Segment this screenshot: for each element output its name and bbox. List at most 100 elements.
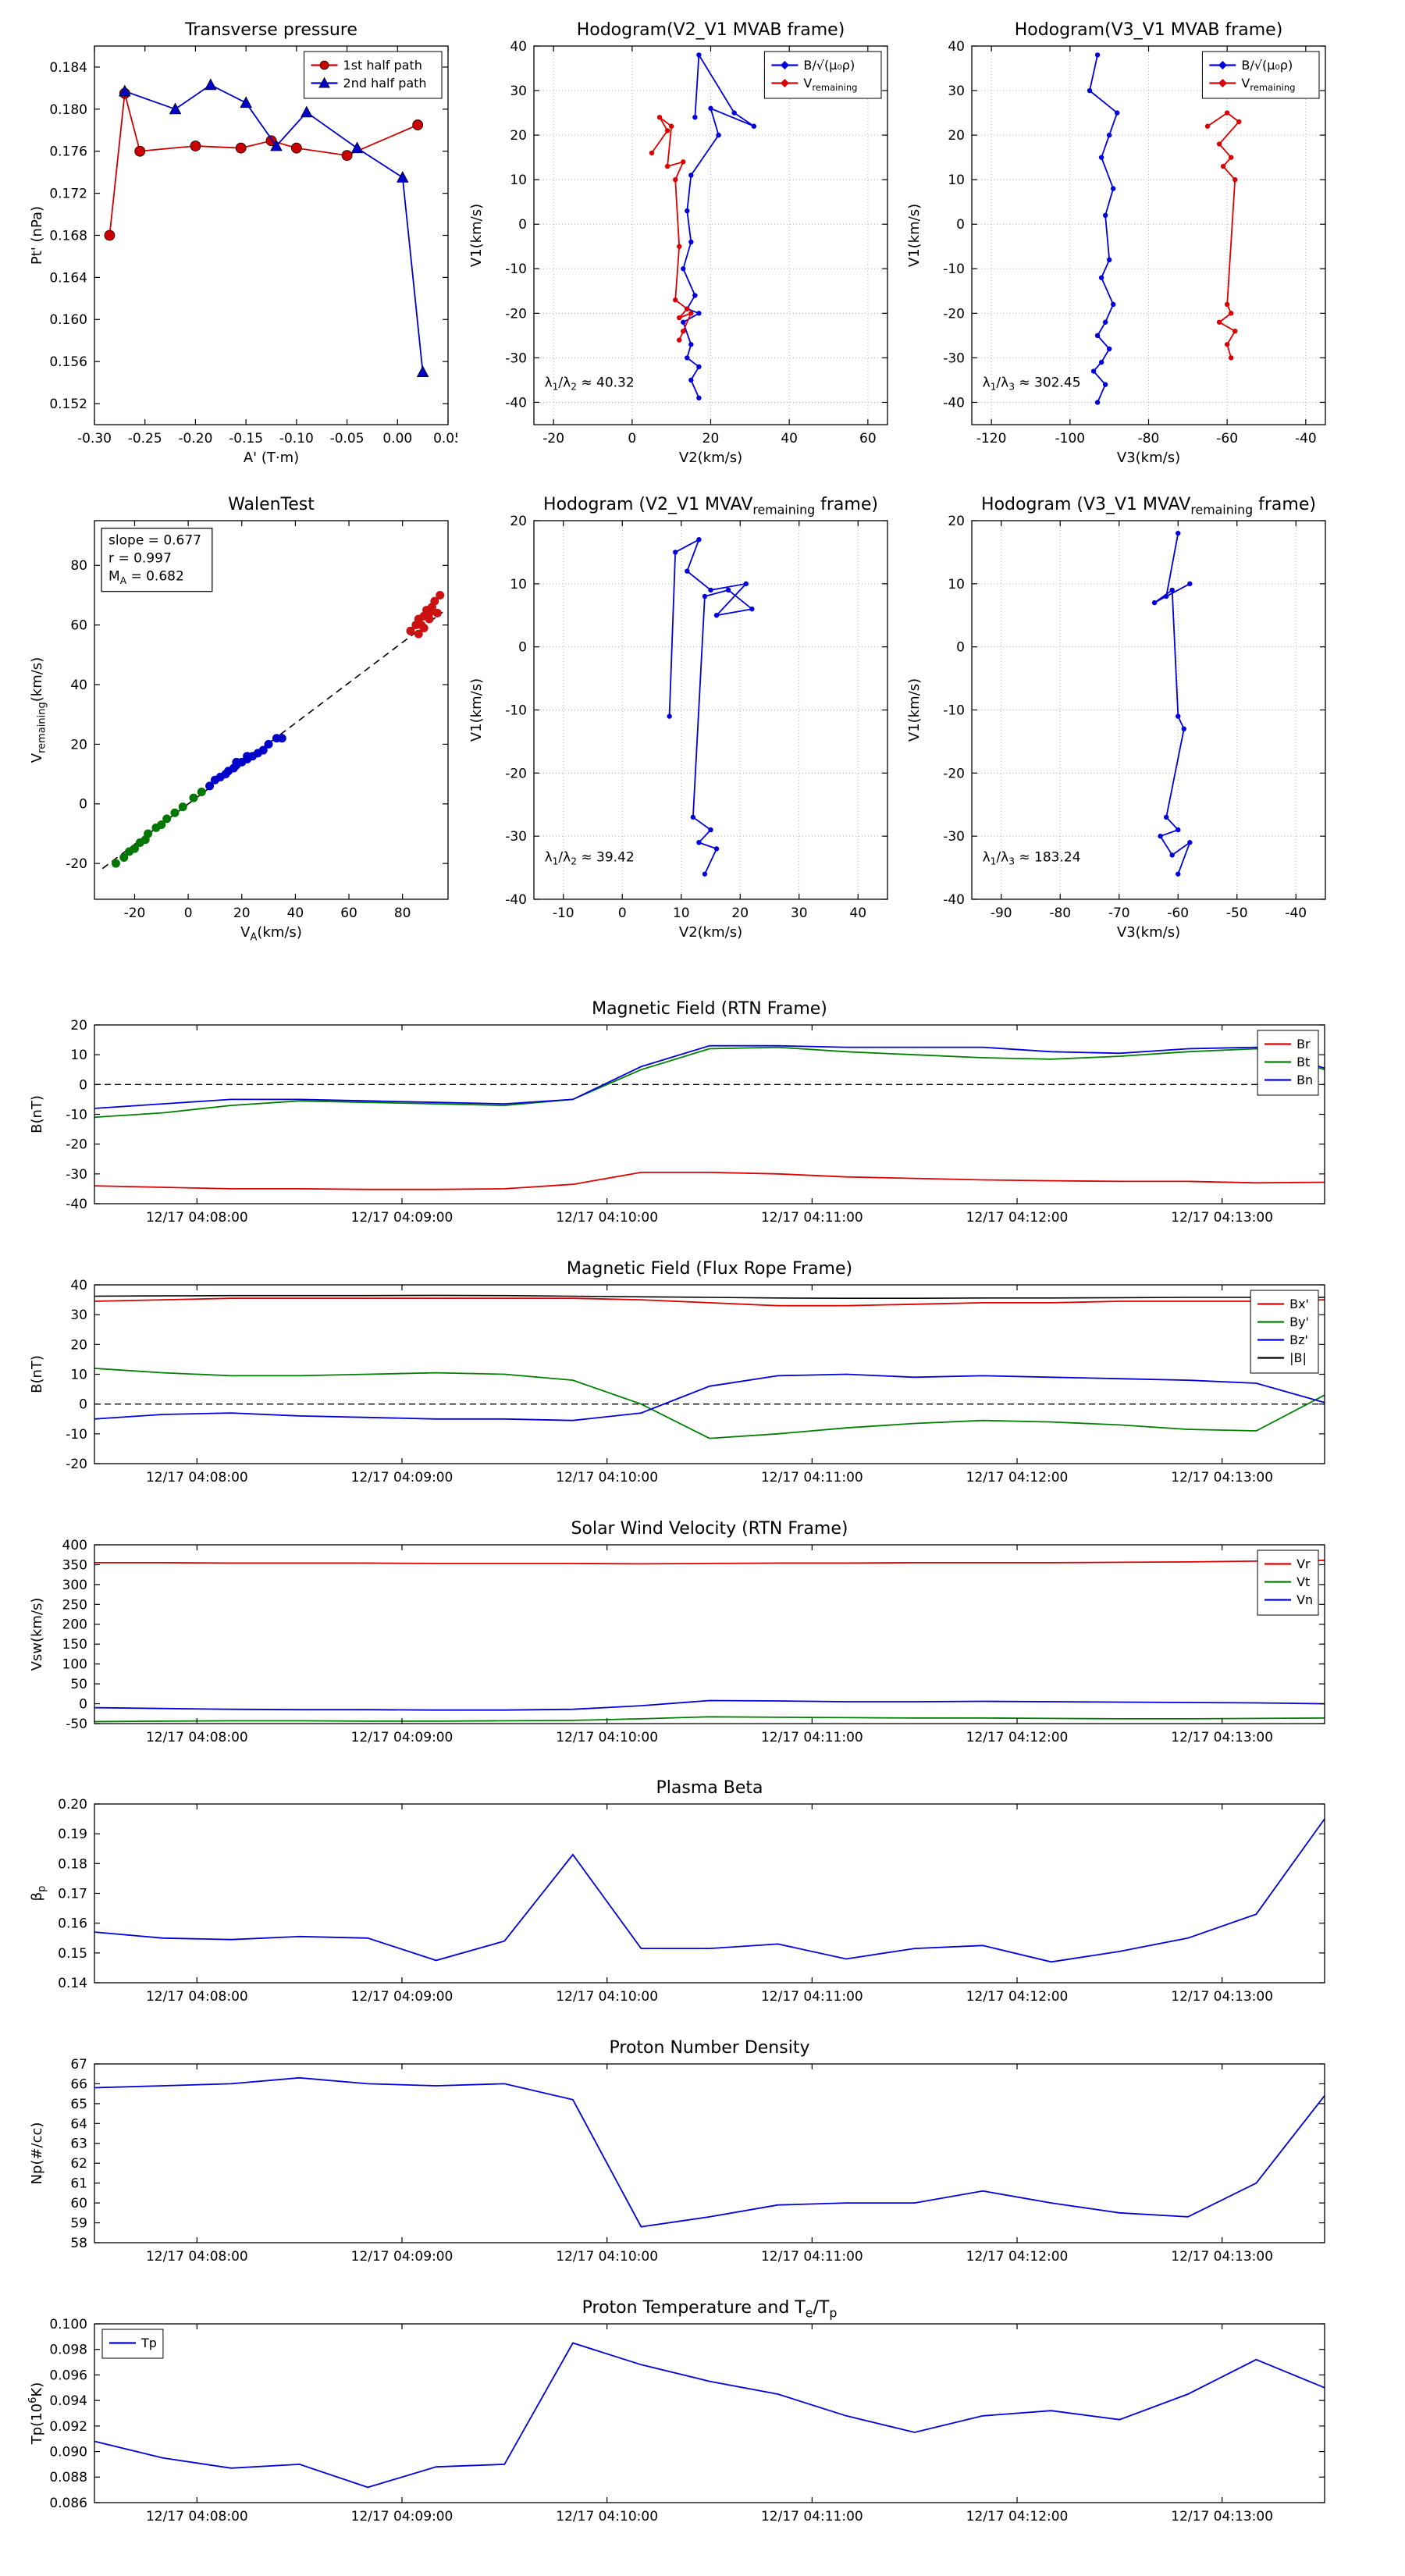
solar-wind-velocity-ylabel: Vsw(km/s) (29, 1598, 45, 1671)
hodogram-v3v1-mvab-title: Hodogram(V3_V1 MVAB frame) (1015, 20, 1283, 40)
proton-number-density-title: Proton Number Density (610, 2038, 810, 2058)
chart-solar-wind-velocity: 12/17 04:08:00 12/17 04:09:00 12/17 04:10:… (20, 1508, 1332, 1769)
hodogram-v3v1-mvab-legend-label: B/√(μ₀ρ) (1241, 58, 1293, 73)
solar-wind-velocity-ytick-label: 250 (62, 1597, 87, 1613)
plasma-beta-ylabel: βp (29, 1886, 48, 1902)
hodogram-v2v1-mvab-annotation: λ1/λ2 ≈ 40.32 (545, 375, 635, 393)
svg-text:λ1/λ3 ≈ 302.45: λ1/λ3 ≈ 302.45 (983, 375, 1081, 393)
hodogram-v2v1-mvab-ytick-label: 40 (510, 39, 527, 55)
transverse-pressure-ylabel: Pt' (nPa) (29, 206, 45, 265)
hodogram-v3v1-mvab-legend-label: Vremaining (1241, 76, 1295, 93)
solar-wind-velocity-ytick-label: 0 (79, 1697, 87, 1713)
solar-wind-velocity-legend-label: Vt (1297, 1574, 1310, 1589)
chart-hodogram-v2v1-mvab: -20 0 20 40 60 -40 -30 -20 -10 0 10 20 30 40 Hodogram(… (460, 9, 897, 470)
magnetic-field-rtn-ytick-label: -20 (66, 1137, 87, 1153)
walen-test-markers-3 (205, 734, 286, 791)
proton-number-density-xtick-label: 12/17 04:10:00 (556, 2249, 658, 2265)
proton-temperature-title: Proton Temperature and Te/Tp (582, 2298, 838, 2320)
transverse-pressure-ytick-label: 0.156 (49, 354, 87, 370)
proton-temperature-ytick-label: 0.100 (49, 2317, 87, 2332)
solar-wind-velocity-svg: 12/17 04:08:00 12/17 04:09:00 12/17 04:10:… (29, 1519, 1325, 1745)
proton-number-density-ytick-label: 62 (70, 2156, 87, 2172)
transverse-pressure-ytick-label: 0.160 (49, 312, 87, 328)
walen-test-xtick-label: -20 (124, 906, 146, 921)
plasma-beta-svg: 12/17 04:08:00 12/17 04:09:00 12/17 04:10:… (29, 1778, 1325, 2005)
hodogram-v2v1-mvav-ytick-label: -10 (505, 703, 527, 718)
hodogram-v2v1-mvab-xtick-label: 20 (702, 431, 720, 447)
chart-hodogram-v3v1-mvav: -90 -80 -70 -60 -50 -40 -40 -30 -20 -10 0 10 20 Hodog… (898, 484, 1335, 945)
magnetic-field-rtn-xtick-label: 12/17 04:11:00 (761, 1210, 863, 1226)
solar-wind-velocity-series-1 (94, 1559, 1325, 1565)
svg-text:λ1/λ3 ≈ 183.24: λ1/λ3 ≈ 183.24 (983, 850, 1081, 867)
solar-wind-velocity-ytick-label: 150 (62, 1637, 87, 1653)
hodogram-v2v1-mvab-xtick-label: -20 (542, 431, 564, 447)
svg-text:slope = 0.677: slope = 0.677 (108, 533, 201, 549)
magnetic-field-rtn-ytick-label: 10 (70, 1048, 87, 1063)
solar-wind-velocity-series-2 (94, 1716, 1325, 1723)
magnetic-field-flux-rope-series-3 (94, 1373, 1325, 1421)
hodogram-v2v1-mvab-ytick-label: -30 (505, 350, 527, 366)
solar-wind-velocity-legend-label: Vn (1297, 1592, 1313, 1607)
hodogram-v2v1-mvab-ytick-label: 20 (510, 128, 527, 144)
svg-text:λ1/λ2 ≈ 39.42: λ1/λ2 ≈ 39.42 (545, 850, 635, 867)
magnetic-field-rtn-title: Magnetic Field (RTN Frame) (592, 999, 827, 1019)
transverse-pressure-xtick-label: 0.05 (433, 431, 457, 447)
hodogram-v3v1-mvab-xlabel: V3(km/s) (1117, 450, 1180, 466)
hodogram-v2v1-mvab-ytick-label: 30 (510, 84, 527, 99)
solar-wind-velocity-xtick-label: 12/17 04:08:00 (146, 1730, 248, 1745)
hodogram-v2v1-mvab-legend-label: B/√(μ₀ρ) (803, 58, 855, 73)
magnetic-field-rtn-xtick-label: 12/17 04:09:00 (351, 1210, 454, 1226)
hodogram-v3v1-mvav-ytick-label: 0 (956, 640, 965, 656)
magnetic-field-flux-rope-xtick-label: 12/17 04:11:00 (761, 1470, 863, 1485)
magnetic-field-flux-rope-title: Magnetic Field (Flux Rope Frame) (567, 1259, 852, 1279)
hodogram-v3v1-mvab-xtick-label: -60 (1216, 431, 1238, 447)
hodogram-v3v1-mvab-xtick-label: -100 (1055, 431, 1086, 447)
proton-number-density-ylabel: Np(#/cc) (29, 2122, 45, 2185)
hodogram-v3v1-mvab-ytick-label: -10 (943, 262, 965, 277)
hodogram-v3v1-mvab-markers-2 (1204, 110, 1242, 361)
solar-wind-velocity-ytick-label: 50 (70, 1677, 87, 1692)
walen-test-title: WalenTest (228, 495, 315, 514)
proton-number-density-ytick-label: 67 (70, 2057, 87, 2073)
hodogram-v3v1-mvav-ytick-label: -10 (943, 703, 965, 718)
hodogram-v3v1-mvav-xlabel: V3(km/s) (1117, 924, 1180, 941)
hodogram-v2v1-mvav-ytick-label: 20 (510, 514, 527, 529)
hodogram-v3v1-mvab-ytick-label: -40 (943, 395, 965, 411)
hodogram-v3v1-mvab-ylabel: V1(km/s) (906, 204, 923, 267)
svg-text:r = 0.997: r = 0.997 (108, 551, 172, 567)
magnetic-field-flux-rope-ytick-label: -10 (66, 1427, 87, 1443)
solar-wind-velocity-ytick-label: 350 (62, 1557, 87, 1573)
magnetic-field-flux-rope-legend-label: Bz' (1289, 1332, 1308, 1347)
walen-test-ytick-label: 0 (79, 797, 87, 813)
hodogram-v2v1-mvav-ytick-label: -40 (505, 892, 527, 908)
magnetic-field-flux-rope-ylabel: B(nT) (29, 1355, 45, 1393)
proton-temperature-series-1 (94, 2342, 1325, 2489)
hodogram-v3v1-mvab-ytick-label: 30 (948, 84, 965, 99)
plasma-beta-xtick-label: 12/17 04:08:00 (146, 1989, 248, 2005)
transverse-pressure-xtick-label: -0.10 (279, 431, 314, 447)
hodogram-v3v1-mvav-ylabel: V1(km/s) (906, 678, 923, 742)
hodogram-v2v1-mvav-svg: -10 0 10 20 30 40 -40 -30 -20 -10 0 10 20 Hodogram (V… (468, 495, 888, 941)
magnetic-field-flux-rope-legend-label: By' (1289, 1315, 1309, 1329)
magnetic-field-flux-rope-xtick-label: 12/17 04:10:00 (556, 1470, 658, 1485)
magnetic-field-rtn-legend-label: Bn (1297, 1073, 1313, 1087)
hodogram-v2v1-mvav-xtick-label: 40 (849, 906, 866, 921)
hodogram-v3v1-mvab-xtick-label: -40 (1295, 431, 1317, 447)
transverse-pressure-legend-label: 1st half path (343, 58, 422, 73)
magnetic-field-flux-rope-ytick-label: 20 (70, 1337, 87, 1353)
hodogram-v3v1-mvav-xtick-label: -90 (991, 906, 1012, 921)
hodogram-v3v1-mvav-title: Hodogram (V3_V1 MVAVremaining frame) (981, 495, 1316, 517)
hodogram-v2v1-mvav-xtick-label: 20 (731, 906, 749, 921)
hodogram-v2v1-mvav-xtick-label: 10 (673, 906, 690, 921)
solar-wind-velocity-xtick-label: 12/17 04:09:00 (351, 1730, 454, 1745)
proton-temperature-ytick-label: 0.094 (49, 2393, 87, 2409)
hodogram-v3v1-mvav-annotation: λ1/λ3 ≈ 183.24 (983, 850, 1081, 867)
proton-number-density-ytick-label: 64 (70, 2116, 87, 2132)
magnetic-field-rtn-legend-label: Bt (1297, 1055, 1310, 1069)
plasma-beta-ytick-label: 0.14 (58, 1976, 87, 1991)
solar-wind-velocity-series-3 (94, 1699, 1325, 1711)
proton-temperature-xtick-label: 12/17 04:13:00 (1171, 2509, 1273, 2524)
hodogram-v2v1-mvav-ytick-label: -30 (505, 829, 527, 845)
chart-hodogram-v2v1-mvav: -10 0 10 20 30 40 -40 -30 -20 -10 0 10 20 Hodogram (V… (460, 484, 897, 945)
proton-number-density-xtick-label: 12/17 04:11:00 (761, 2249, 863, 2265)
